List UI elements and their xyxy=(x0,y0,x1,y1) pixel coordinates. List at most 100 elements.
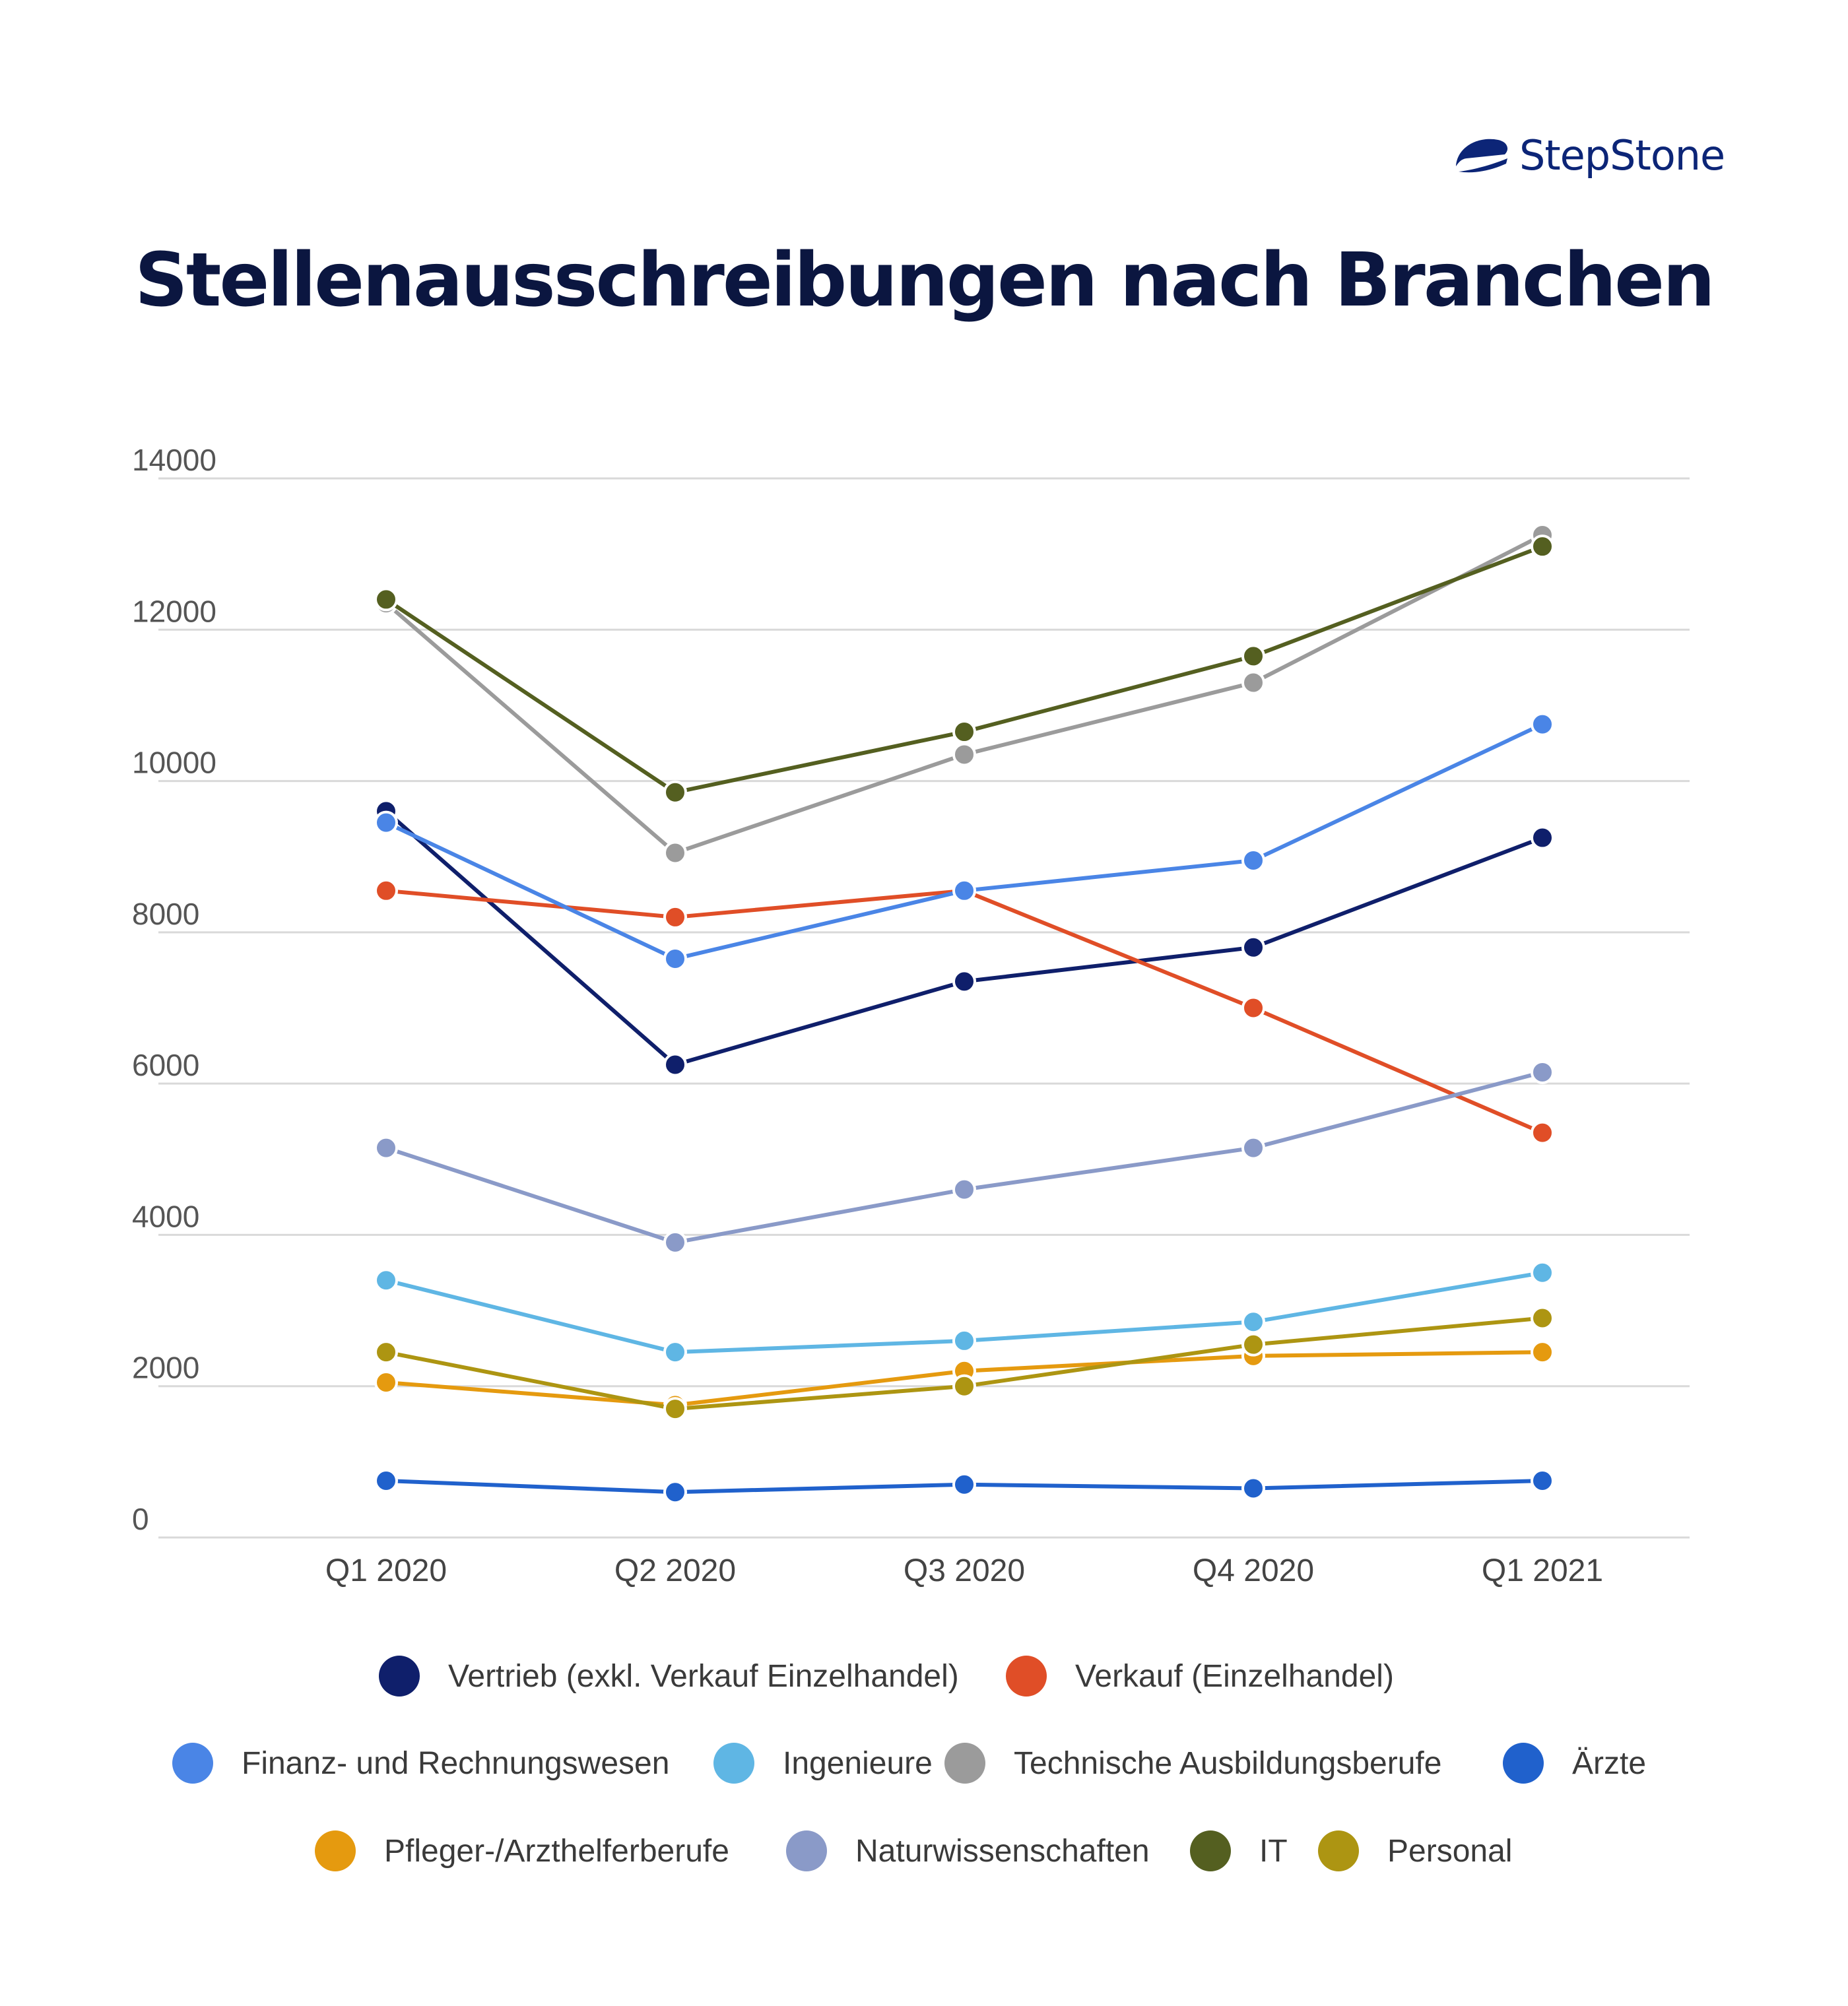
series-line xyxy=(384,809,1544,1067)
y-tick-label: 4000 xyxy=(132,1199,199,1233)
legend-item: Vertrieb (exkl. Verkauf Einzelhandel) xyxy=(379,1656,959,1697)
gridlines xyxy=(158,477,1690,1539)
data-point xyxy=(663,841,687,865)
data-point xyxy=(663,946,687,971)
legend-label: Vertrieb (exkl. Verkauf Einzelhandel) xyxy=(448,1659,959,1694)
data-point xyxy=(663,1397,687,1421)
legend-item: Pfleger-/Arzthelferberufe xyxy=(315,1830,729,1871)
data-point xyxy=(1241,1332,1265,1357)
series xyxy=(374,878,1554,1145)
data-point xyxy=(952,878,976,903)
series xyxy=(374,1260,1554,1365)
data-point xyxy=(663,905,687,929)
legend-marker xyxy=(1318,1830,1359,1871)
data-point xyxy=(1531,1060,1554,1084)
data-point xyxy=(1241,644,1265,668)
data-point xyxy=(952,1374,976,1398)
data-point xyxy=(663,1480,687,1504)
y-tick-label: 10000 xyxy=(132,746,216,780)
data-point xyxy=(374,587,398,612)
legend-label: Pfleger-/Arzthelferberufe xyxy=(384,1834,729,1869)
y-tick-label: 2000 xyxy=(132,1351,199,1385)
data-point xyxy=(1531,1306,1554,1330)
x-tick-label: Q3 2020 xyxy=(904,1553,1025,1588)
data-point xyxy=(1241,1136,1265,1160)
legend-item: IT xyxy=(1190,1830,1288,1871)
data-point xyxy=(374,810,398,835)
data-point xyxy=(1241,848,1265,872)
data-point xyxy=(374,1469,398,1493)
series xyxy=(374,523,1554,865)
stepstone-logo-icon xyxy=(1456,139,1508,173)
brand-name: StepStone xyxy=(1519,131,1725,179)
legend-marker xyxy=(315,1830,356,1871)
data-point xyxy=(952,742,976,767)
legend-marker xyxy=(786,1830,827,1871)
y-tick-label: 14000 xyxy=(132,443,216,477)
legend-item: Personal xyxy=(1318,1830,1512,1871)
data-point xyxy=(663,780,687,804)
y-tick-label: 0 xyxy=(132,1502,149,1536)
legend-marker xyxy=(713,1743,754,1784)
data-point xyxy=(1531,1340,1554,1365)
data-point xyxy=(374,1136,398,1160)
series-lines xyxy=(374,523,1554,1504)
data-point xyxy=(663,1052,687,1077)
legend-marker xyxy=(172,1743,213,1784)
data-point xyxy=(952,1472,976,1497)
legend-label: Naturwissenschaften xyxy=(855,1834,1150,1869)
legend-item: Verkauf (Einzelhandel) xyxy=(1006,1656,1394,1697)
legend-label: Technische Ausbildungsberufe xyxy=(1014,1746,1441,1781)
series xyxy=(374,1306,1554,1421)
data-point xyxy=(1531,1469,1554,1493)
legend-item: Technische Ausbildungsberufe xyxy=(944,1743,1441,1784)
legend: Vertrieb (exkl. Verkauf Einzelhandel) Ver… xyxy=(172,1656,1646,1871)
data-point xyxy=(663,1340,687,1365)
brand-logo: StepStone xyxy=(1452,125,1729,185)
data-point xyxy=(374,1268,398,1293)
x-tick-label: Q1 2021 xyxy=(1482,1553,1603,1588)
x-tick-label: Q4 2020 xyxy=(1193,1553,1314,1588)
data-point xyxy=(374,878,398,903)
legend-marker xyxy=(944,1743,985,1784)
series xyxy=(374,1060,1554,1254)
data-point xyxy=(952,1328,976,1353)
series xyxy=(374,534,1554,804)
legend-marker xyxy=(379,1656,420,1697)
x-axis: Q1 2020 Q2 2020 Q3 2020 Q4 2020 Q1 2021 xyxy=(325,1553,1603,1588)
data-point xyxy=(1531,1260,1554,1285)
legend-item: Finanz- und Rechnungswesen xyxy=(172,1743,669,1784)
data-point xyxy=(1531,712,1554,736)
series-line xyxy=(384,888,1544,1135)
data-point xyxy=(374,1370,398,1394)
y-tick-label: 12000 xyxy=(132,594,216,628)
data-point xyxy=(374,1340,398,1365)
legend-label: Finanz- und Rechnungswesen xyxy=(242,1746,669,1781)
data-point xyxy=(1241,935,1265,959)
y-tick-label: 6000 xyxy=(132,1048,199,1082)
chart-title: Stellenausschreibungen nach Branchen xyxy=(135,238,1715,323)
legend-marker xyxy=(1503,1743,1544,1784)
legend-marker xyxy=(1006,1656,1047,1697)
legend-label: Ingenieure xyxy=(783,1746,933,1781)
series xyxy=(374,712,1554,971)
data-point xyxy=(1241,996,1265,1020)
legend-item: Ingenieure xyxy=(713,1743,933,1784)
data-point xyxy=(1531,534,1554,559)
legend-label: IT xyxy=(1259,1834,1288,1869)
data-point xyxy=(663,1230,687,1254)
data-point xyxy=(952,969,976,994)
series-line xyxy=(384,1070,1544,1245)
legend-marker xyxy=(1190,1830,1231,1871)
legend-label: Personal xyxy=(1387,1834,1512,1869)
x-tick-label: Q2 2020 xyxy=(614,1553,736,1588)
y-tick-label: 8000 xyxy=(132,897,199,931)
legend-item: Naturwissenschaften xyxy=(786,1830,1150,1871)
data-point xyxy=(1241,670,1265,695)
data-point xyxy=(1241,1310,1265,1334)
legend-label: Ärzte xyxy=(1572,1746,1646,1781)
series xyxy=(374,1469,1554,1504)
x-tick-label: Q1 2020 xyxy=(325,1553,447,1588)
legend-item: Ärzte xyxy=(1503,1743,1646,1784)
